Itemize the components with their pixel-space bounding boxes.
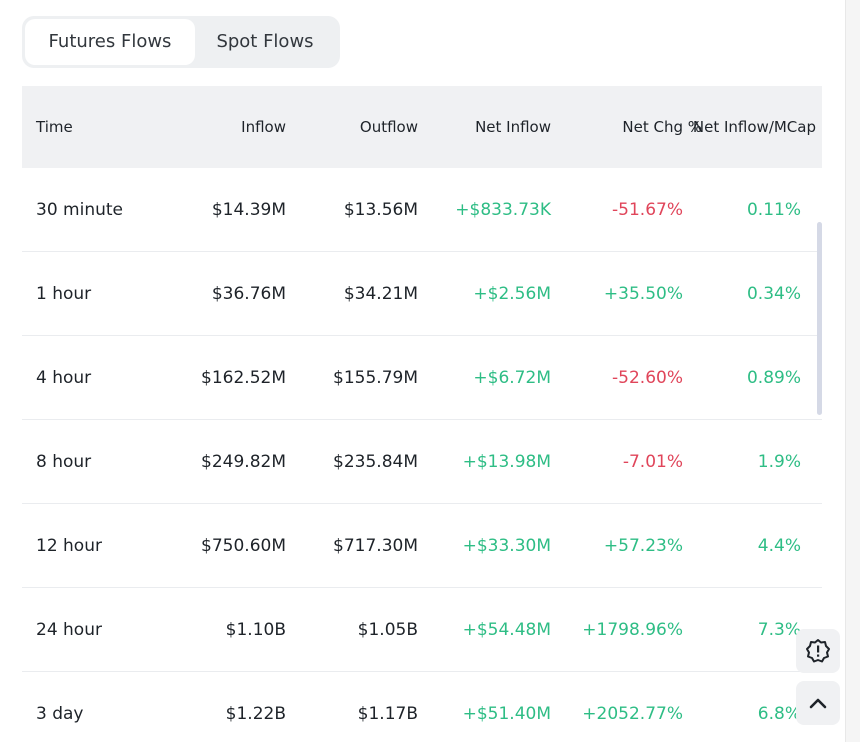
inflow-cell: $36.76M	[211, 283, 286, 304]
inflow-cell: $162.52M	[201, 367, 286, 388]
outflow-cell: $1.05B	[357, 619, 418, 640]
table-row: 4 hour $162.52M $155.79M +$6.72M -52.60% 0.89…	[22, 336, 822, 420]
net-inflow-mcap-cell: 6.8%	[757, 703, 801, 724]
table-row: 1 hour $36.76M $34.21M +$2.56M +35.50% 0.34%	[22, 252, 822, 336]
feedback-button[interactable]	[796, 629, 840, 673]
table-row: 3 day $1.22B $1.17B +$51.40M +2052.77% 6.8%	[22, 672, 822, 755]
time-cell: 24 hour	[36, 619, 102, 640]
table-row: 24 hour $1.10B $1.05B +$54.48M +1798.96% 7.3%	[22, 588, 822, 672]
net-inflow-mcap-cell: 0.89%	[746, 367, 801, 388]
net-inflow-cell: +$33.30M	[462, 535, 551, 556]
time-cell: 4 hour	[36, 367, 92, 388]
net-chg-cell: +57.23%	[603, 535, 683, 556]
header-net-chg: Net Chg %	[622, 118, 702, 136]
outflow-cell: $13.56M	[343, 199, 418, 220]
time-cell: 8 hour	[36, 451, 92, 472]
net-chg-cell: -52.60%	[612, 367, 683, 388]
time-cell: 30 minute	[36, 199, 123, 220]
net-chg-cell: +1798.96%	[582, 619, 683, 640]
table-body: 30 minute $14.39M $13.56M +$833.73K -51.67% 0…	[22, 168, 822, 755]
net-chg-cell: -51.67%	[612, 199, 683, 220]
net-inflow-cell: +$51.40M	[462, 703, 551, 724]
flow-type-tabs: Futures Flows Spot Flows	[22, 16, 340, 68]
net-inflow-mcap-cell: 0.11%	[746, 199, 801, 220]
net-inflow-mcap-cell: 1.9%	[757, 451, 801, 472]
table-scrollbar-thumb[interactable]	[817, 222, 822, 415]
net-inflow-mcap-cell: 4.4%	[757, 535, 801, 556]
net-inflow-cell: +$2.56M	[473, 283, 551, 304]
table-row: 30 minute $14.39M $13.56M +$833.73K -51.67% 0…	[22, 168, 822, 252]
inflow-cell: $750.60M	[201, 535, 286, 556]
net-inflow-cell: +$6.72M	[473, 367, 551, 388]
outflow-cell: $155.79M	[333, 367, 418, 388]
outflow-cell: $235.84M	[333, 451, 418, 472]
alert-badge-icon	[806, 639, 830, 663]
outflow-cell: $1.17B	[357, 703, 418, 724]
chevron-up-icon	[809, 698, 827, 709]
inflow-cell: $14.39M	[211, 199, 286, 220]
table-header: Time Inflow Outflow Net Inflow Net Chg %…	[22, 86, 822, 168]
net-inflow-mcap-cell: 0.34%	[746, 283, 801, 304]
header-time: Time	[36, 118, 73, 136]
net-chg-cell: -7.01%	[622, 451, 683, 472]
net-inflow-mcap-cell: 7.3%	[757, 619, 801, 640]
header-net-inflow: Net Inflow	[475, 118, 551, 136]
flows-table: Time Inflow Outflow Net Inflow Net Chg %…	[22, 86, 822, 755]
table-row: 12 hour $750.60M $717.30M +$33.30M +57.23% 4.…	[22, 504, 822, 588]
tab-spot-flows[interactable]: Spot Flows	[216, 31, 314, 52]
header-inflow: Inflow	[241, 118, 286, 136]
tab-futures-flows[interactable]: Futures Flows	[25, 19, 195, 65]
net-inflow-cell: +$833.73K	[455, 199, 551, 220]
time-cell: 3 day	[36, 703, 84, 724]
net-inflow-cell: +$13.98M	[462, 451, 551, 472]
outflow-cell: $717.30M	[333, 535, 418, 556]
scroll-to-top-button[interactable]	[796, 681, 840, 725]
table-row: 8 hour $249.82M $235.84M +$13.98M -7.01% 1.9%	[22, 420, 822, 504]
time-cell: 12 hour	[36, 535, 102, 556]
inflow-cell: $1.10B	[225, 619, 286, 640]
outflow-cell: $34.21M	[343, 283, 418, 304]
net-chg-cell: +35.50%	[603, 283, 683, 304]
page-scrollbar-track[interactable]	[845, 0, 860, 742]
inflow-cell: $249.82M	[201, 451, 286, 472]
header-net-inflow-mcap: Net Inflow/MCap	[692, 118, 816, 136]
time-cell: 1 hour	[36, 283, 92, 304]
inflow-cell: $1.22B	[225, 703, 286, 724]
header-outflow: Outflow	[359, 118, 418, 136]
net-inflow-cell: +$54.48M	[462, 619, 551, 640]
net-chg-cell: +2052.77%	[582, 703, 683, 724]
